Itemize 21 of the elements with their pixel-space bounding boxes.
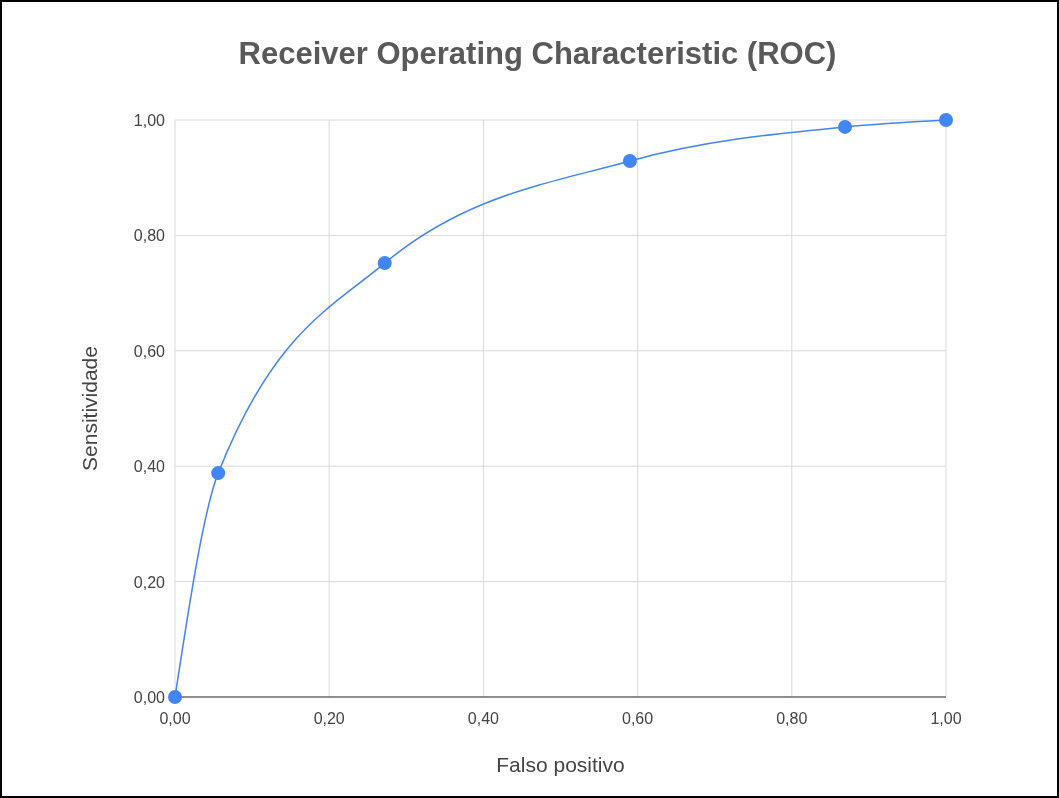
y-axis-title: Sensitividade xyxy=(78,346,101,471)
x-tick-label: 0,40 xyxy=(467,710,500,727)
chart-title: Receiver Operating Characteristic (ROC) xyxy=(238,36,837,71)
point xyxy=(377,256,392,271)
y-tick-label: 0,40 xyxy=(133,458,166,476)
point xyxy=(211,466,226,481)
point xyxy=(168,690,182,704)
point xyxy=(838,119,852,134)
x-tick-label: 1,00 xyxy=(930,710,962,727)
y-tick-label: 0,60 xyxy=(133,342,166,360)
y-tick-label: 0,00 xyxy=(133,689,166,706)
x-tick-label: 0,00 xyxy=(159,710,191,727)
y-tick-label: 1,00 xyxy=(133,112,166,129)
x-tick-label: 0,60 xyxy=(622,710,654,727)
x-tick-label: 0,20 xyxy=(313,710,345,727)
y-tick-label: 0,80 xyxy=(133,227,166,245)
point xyxy=(622,153,637,168)
x-tick-label: 0,80 xyxy=(776,710,808,727)
y-tick-label: 0,20 xyxy=(133,573,166,591)
x-axis-title: Falso positivo xyxy=(496,753,625,776)
point xyxy=(939,113,953,127)
